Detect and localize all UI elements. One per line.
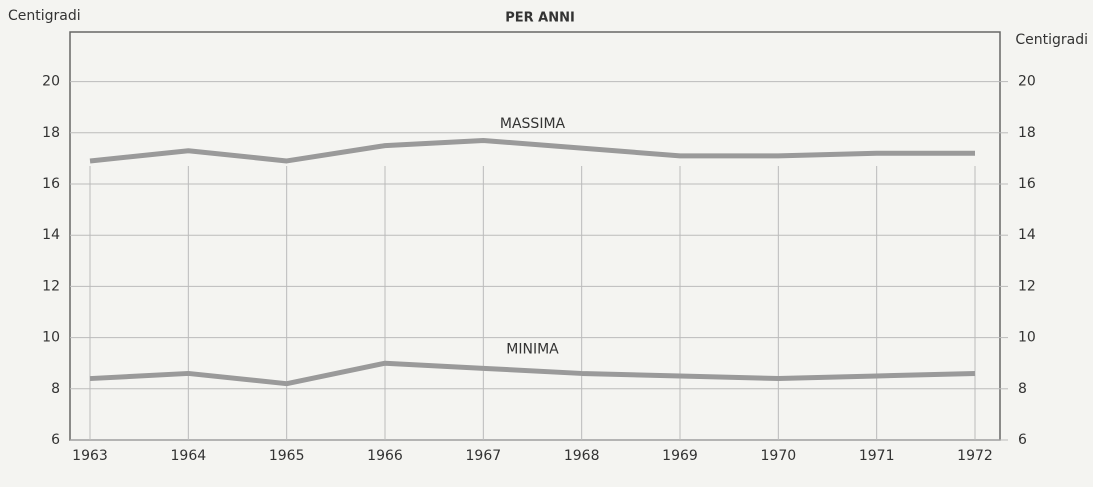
- x-tick-label: 1963: [72, 448, 108, 464]
- y-tick-label: 14: [42, 227, 60, 243]
- y-tick-label: 18: [42, 125, 60, 141]
- x-tick-label: 1972: [957, 448, 993, 464]
- y2-axis-label: Centigradi: [1015, 32, 1088, 48]
- series-label: MASSIMA: [500, 116, 566, 132]
- x-tick-label: 1968: [564, 448, 600, 464]
- x-tick-label: 1971: [859, 448, 895, 464]
- y2-tick-label: 12: [1018, 278, 1036, 294]
- x-tick-label: 1969: [662, 448, 698, 464]
- y-tick-label: 8: [51, 381, 60, 397]
- y-tick-label: 10: [42, 330, 60, 346]
- y2-tick-label: 8: [1018, 381, 1027, 397]
- y-tick-label: 12: [42, 278, 60, 294]
- x-tick-label: 1970: [761, 448, 797, 464]
- y2-tick-label: 14: [1018, 227, 1036, 243]
- x-tick-label: 1965: [269, 448, 305, 464]
- x-tick-label: 1966: [367, 448, 403, 464]
- series-line: [89, 360, 976, 387]
- y-axis-label: Centigradi: [8, 8, 81, 24]
- chart-title: PER ANNI: [505, 11, 575, 26]
- y2-tick-label: 18: [1018, 125, 1036, 141]
- series-line: [89, 137, 975, 164]
- y2-tick-label: 20: [1018, 74, 1036, 90]
- x-tick-label: 1967: [466, 448, 502, 464]
- x-tick-label: 1964: [171, 448, 207, 464]
- y2-tick-label: 6: [1018, 432, 1027, 448]
- y2-tick-label: 10: [1018, 330, 1036, 346]
- y2-tick-label: 16: [1018, 176, 1036, 192]
- y-tick-label: 6: [51, 432, 60, 448]
- y-tick-label: 16: [42, 176, 60, 192]
- series-label: MINIMA: [506, 341, 559, 357]
- y-tick-label: 20: [42, 74, 60, 90]
